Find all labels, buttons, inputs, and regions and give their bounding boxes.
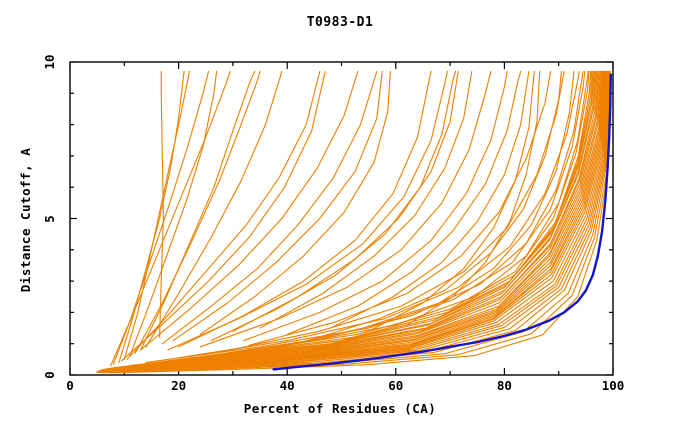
y-tick-label: 10 xyxy=(42,54,57,70)
y-axis-label: Distance Cutoff, A xyxy=(18,147,33,293)
prediction-curve xyxy=(172,70,383,342)
prediction-curve xyxy=(248,70,552,346)
prediction-curve xyxy=(161,70,378,345)
prediction-curve xyxy=(129,70,218,357)
prediction-curve xyxy=(210,70,457,342)
prediction-curve xyxy=(134,70,261,354)
prediction-curve xyxy=(140,70,256,351)
reference-curve xyxy=(272,73,613,371)
x-tick-label: 40 xyxy=(279,378,295,393)
prediction-curve xyxy=(102,70,598,371)
prediction-curve xyxy=(232,70,459,332)
prediction-curve xyxy=(199,70,492,348)
prediction-curve xyxy=(96,70,609,374)
prediction-curve xyxy=(99,70,602,372)
x-tick-label: 0 xyxy=(66,378,74,393)
prediction-curve xyxy=(107,70,595,370)
y-tick-label: 5 xyxy=(42,214,57,223)
prediction-curve xyxy=(102,70,610,374)
x-tick-label: 20 xyxy=(171,378,187,393)
prediction-curve xyxy=(126,70,321,360)
x-tick-label: 60 xyxy=(388,378,404,393)
prediction-curve xyxy=(221,70,565,353)
axis-ticks xyxy=(69,61,614,376)
prediction-curve xyxy=(286,70,522,335)
prediction-curve xyxy=(110,70,231,367)
prediction-curve xyxy=(99,70,600,371)
prediction-curve xyxy=(178,70,432,348)
prediction-curve xyxy=(330,70,530,329)
y-tick-label: 0 xyxy=(42,371,57,379)
prediction-curve xyxy=(123,70,191,360)
x-axis-label: Percent of Residues (CA) xyxy=(243,401,437,416)
prediction-curve xyxy=(297,70,562,345)
prediction-curve xyxy=(145,70,586,364)
prediction-curve xyxy=(199,70,391,335)
prediction-curve xyxy=(264,70,575,351)
prediction-curve xyxy=(98,70,603,372)
prediction-curve xyxy=(178,70,580,359)
prediction-curve xyxy=(115,70,593,369)
prediction-curve xyxy=(112,70,210,365)
prediction-curve xyxy=(96,70,609,373)
x-tick-label: 100 xyxy=(601,378,625,393)
prediction-curve xyxy=(118,70,185,364)
prediction-curve xyxy=(167,70,448,351)
prediction-curve xyxy=(140,70,359,351)
prediction-curve xyxy=(145,70,283,348)
prediction-curve xyxy=(243,70,508,342)
prediction-curve xyxy=(99,70,610,374)
prediction-curve xyxy=(205,70,584,357)
prediction-curve xyxy=(110,70,594,369)
x-tick-label: 80 xyxy=(496,378,512,393)
prediction-curve xyxy=(107,70,611,374)
prediction-curves xyxy=(96,70,611,374)
page-title: T0983-D1 xyxy=(306,15,374,30)
prediction-curve xyxy=(259,70,473,329)
prediction-curve xyxy=(100,70,599,371)
prediction-curve xyxy=(129,70,590,367)
prediction-curve xyxy=(159,70,164,338)
prediction-curve xyxy=(121,70,326,362)
reference-curve-line xyxy=(272,73,613,371)
prediction-curve xyxy=(96,70,608,373)
